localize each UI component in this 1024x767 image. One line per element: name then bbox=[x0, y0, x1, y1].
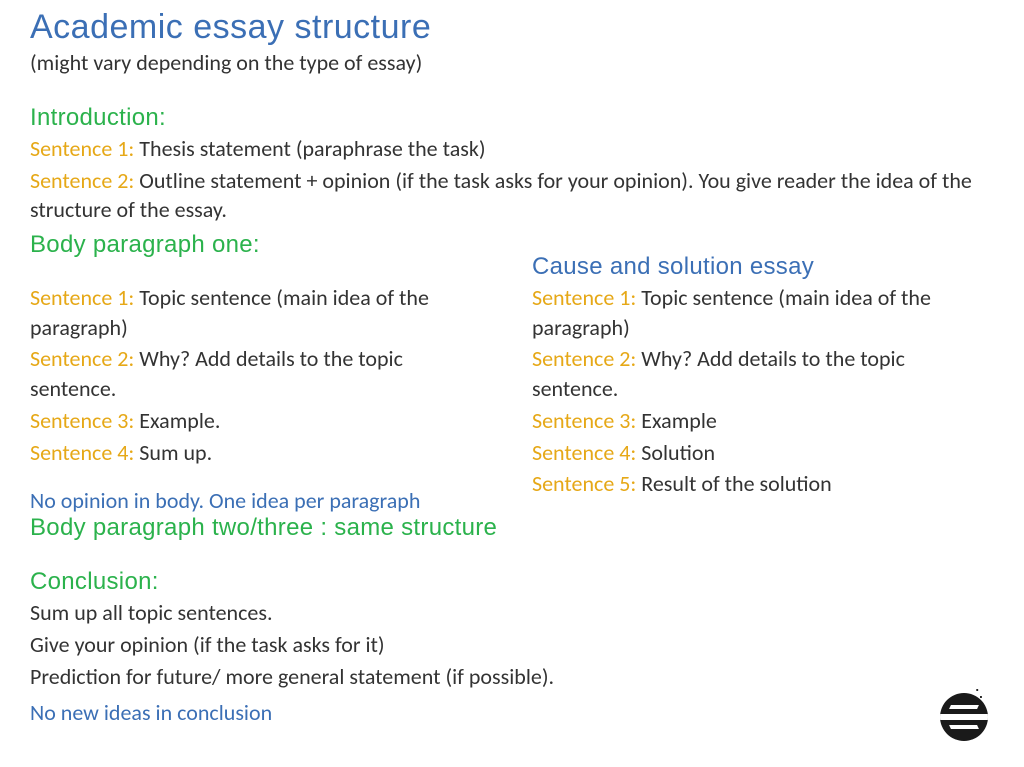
subtitle: (might vary depending on the type of ess… bbox=[30, 49, 994, 76]
cause-sentence-5: Sentence 5: Result of the solution bbox=[532, 469, 994, 499]
cause-s4-text: Solution bbox=[636, 439, 715, 466]
intro-heading: Introduction: bbox=[30, 104, 994, 132]
conclusion-line-2: Give your opinion (if the task asks for … bbox=[30, 630, 994, 660]
body1-s4-label: Sentence 4: bbox=[30, 439, 134, 466]
cause-heading: Cause and solution essay bbox=[532, 253, 994, 281]
intro-sentence-1: Sentence 1: Thesis statement (paraphrase… bbox=[30, 134, 994, 164]
body1-sentence-2: Sentence 2: Why? Add details to the topi… bbox=[30, 344, 492, 403]
cause-sentence-4: Sentence 4: Solution bbox=[532, 438, 994, 468]
body1-sentence-4: Sentence 4: Sum up. bbox=[30, 438, 492, 468]
conclusion-line-3: Prediction for future/ more general stat… bbox=[30, 662, 994, 692]
body1-s3-label: Sentence 3: bbox=[30, 407, 134, 434]
cause-s4-label: Sentence 4: bbox=[532, 439, 636, 466]
cause-s2-label: Sentence 2: bbox=[532, 345, 636, 372]
body1-s2-label: Sentence 2: bbox=[30, 345, 134, 372]
conclusion-line-1: Sum up all topic sentences. bbox=[30, 598, 994, 628]
conclusion-note: No new ideas in conclusion bbox=[30, 699, 994, 726]
cause-s1-label: Sentence 1: bbox=[532, 284, 636, 311]
body23-heading: Body paragraph two/three : same structur… bbox=[30, 514, 994, 542]
intro-s2-text: Outline statement + opinion (if the task… bbox=[30, 167, 972, 224]
main-title: Academic essay structure bbox=[30, 8, 994, 47]
body1-s3-text: Example. bbox=[134, 407, 220, 434]
intro-sentence-2: Sentence 2: Outline statement + opinion … bbox=[30, 166, 994, 225]
cause-sentence-3: Sentence 3: Example bbox=[532, 406, 994, 436]
cause-column: Cause and solution essay Sentence 1: Top… bbox=[532, 281, 994, 514]
intro-s1-label: Sentence 1: bbox=[30, 135, 134, 162]
cause-s3-label: Sentence 3: bbox=[532, 407, 636, 434]
cause-s5-text: Result of the solution bbox=[636, 470, 831, 497]
body1-s1-label: Sentence 1: bbox=[30, 284, 134, 311]
body1-note: No opinion in body. One idea per paragra… bbox=[30, 487, 492, 514]
cause-s3-text: Example bbox=[636, 407, 717, 434]
body1-column: Sentence 1: Topic sentence (main idea of… bbox=[30, 281, 492, 514]
intro-s2-label: Sentence 2: bbox=[30, 167, 134, 194]
cause-sentence-2: Sentence 2: Why? Add details to the topi… bbox=[532, 344, 994, 403]
body1-s4-text: Sum up. bbox=[134, 439, 212, 466]
logo-icon: ∴ bbox=[940, 693, 994, 747]
intro-s1-text: Thesis statement (paraphrase the task) bbox=[134, 135, 485, 162]
cause-s5-label: Sentence 5: bbox=[532, 470, 636, 497]
cause-sentence-1: Sentence 1: Topic sentence (main idea of… bbox=[532, 283, 994, 342]
body1-sentence-3: Sentence 3: Example. bbox=[30, 406, 492, 436]
body1-sentence-1: Sentence 1: Topic sentence (main idea of… bbox=[30, 283, 492, 342]
conclusion-heading: Conclusion: bbox=[30, 568, 994, 596]
